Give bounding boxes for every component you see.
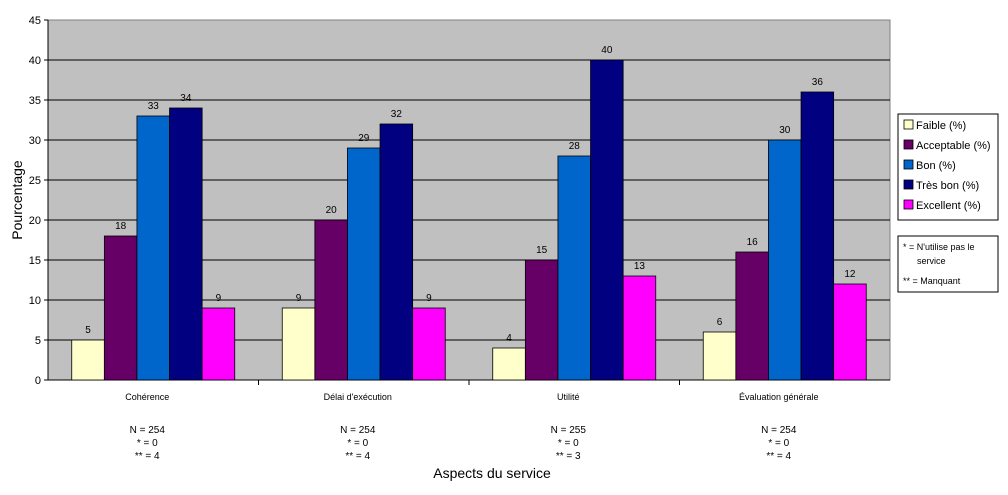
- category-note: ** = 4: [345, 451, 370, 462]
- bar: [735, 251, 769, 381]
- y-tick-label: 30: [29, 135, 41, 147]
- bar: [524, 259, 559, 381]
- data-label: 15: [536, 245, 548, 256]
- data-label: 20: [326, 205, 338, 216]
- y-tick-label: 35: [29, 95, 41, 107]
- bar: [590, 59, 624, 381]
- category-label: Cohérence: [125, 392, 169, 402]
- legend-box: [897, 113, 999, 221]
- data-label: 18: [115, 221, 127, 232]
- category-note: * = 0: [347, 438, 368, 449]
- data-label: 9: [296, 293, 302, 304]
- data-label: 9: [426, 293, 432, 304]
- data-label: 16: [747, 237, 759, 248]
- category-note: N = 254: [340, 425, 376, 436]
- legend-label: Bon (%): [916, 160, 956, 172]
- bar: [169, 107, 203, 381]
- bar: [201, 307, 236, 381]
- category-note: N = 254: [130, 425, 166, 436]
- y-tick-label: 15: [29, 255, 41, 267]
- data-label: 28: [569, 141, 581, 152]
- data-label: 34: [180, 93, 192, 104]
- data-label: 32: [391, 109, 403, 120]
- bar: [379, 123, 414, 381]
- legend-label: Acceptable (%): [916, 140, 991, 152]
- data-label: 6: [717, 317, 723, 328]
- legend-swatch: [903, 139, 914, 150]
- y-tick-label: 45: [29, 15, 41, 27]
- legend-label: Très bon (%): [916, 180, 979, 192]
- bar: [557, 155, 591, 381]
- bar: [136, 115, 170, 381]
- category-labels: Cohérence N = 254 * = 0 ** = 4 Délai d'exécu…: [125, 392, 818, 462]
- data-label: 13: [634, 261, 646, 272]
- y-axis-title: Pourcentage: [9, 160, 25, 240]
- footnote-box: * = N'utilise pas le service ** = Manqua…: [897, 235, 999, 293]
- bar: [347, 147, 381, 381]
- y-tick-label: 10: [29, 295, 41, 307]
- x-axis-title: Aspects du service: [433, 465, 551, 481]
- category-label: Évaluation générale: [739, 392, 819, 402]
- data-label: 40: [601, 45, 613, 56]
- category-note: * = 0: [558, 438, 579, 449]
- category-note: ** = 4: [135, 451, 160, 462]
- category-note: ** = 3: [556, 451, 581, 462]
- legend-swatch: [903, 179, 914, 190]
- bar: [412, 307, 446, 381]
- bar: [71, 339, 105, 381]
- bar: [314, 219, 348, 381]
- y-tick-label: 25: [29, 175, 41, 187]
- data-label: 33: [148, 101, 160, 112]
- footnote-line-1: * = N'utilise pas le: [903, 242, 975, 252]
- bar: [622, 275, 657, 381]
- legend-label: Excellent (%): [916, 200, 981, 212]
- legend: Faible (%) Acceptable (%) Bon (%) Très bon …: [897, 113, 999, 221]
- data-label: 29: [358, 133, 370, 144]
- bar: [281, 307, 316, 381]
- bar: [492, 347, 526, 381]
- category-label: Délai d'exécution: [324, 392, 392, 402]
- data-label: 5: [85, 325, 91, 336]
- y-tick-label: 0: [35, 375, 41, 387]
- y-tick-label: 5: [35, 335, 41, 347]
- bar: [103, 235, 138, 381]
- y-tick-label: 40: [29, 55, 41, 67]
- bar: [833, 283, 867, 381]
- footnote-frame: [897, 235, 999, 293]
- bar: [702, 331, 737, 381]
- footnote-line-2: service: [917, 256, 946, 266]
- data-label: 4: [506, 333, 512, 344]
- bars: 5 18 33 34 9 9 20 29 32 9 4 15 28 40 13 6 16 30 36 12: [71, 45, 867, 385]
- bar: [800, 91, 835, 381]
- legend-swatch: [903, 199, 914, 210]
- y-tick-label: 20: [29, 215, 41, 227]
- data-label: 30: [779, 125, 791, 136]
- category-label: Utilité: [557, 392, 580, 402]
- category-note: * = 0: [768, 438, 789, 449]
- data-label: 36: [812, 77, 824, 88]
- legend-label: Faible (%): [916, 120, 966, 132]
- legend-swatch: [903, 159, 914, 170]
- category-note: N = 254: [761, 425, 797, 436]
- data-label: 9: [216, 293, 222, 304]
- data-label: 12: [844, 269, 856, 280]
- category-note: ** = 4: [766, 451, 791, 462]
- legend-swatch: [903, 119, 914, 130]
- bar: [768, 139, 802, 381]
- footnote-line-3: ** = Manquant: [903, 276, 961, 286]
- category-note: * = 0: [137, 438, 158, 449]
- category-note: N = 255: [551, 425, 587, 436]
